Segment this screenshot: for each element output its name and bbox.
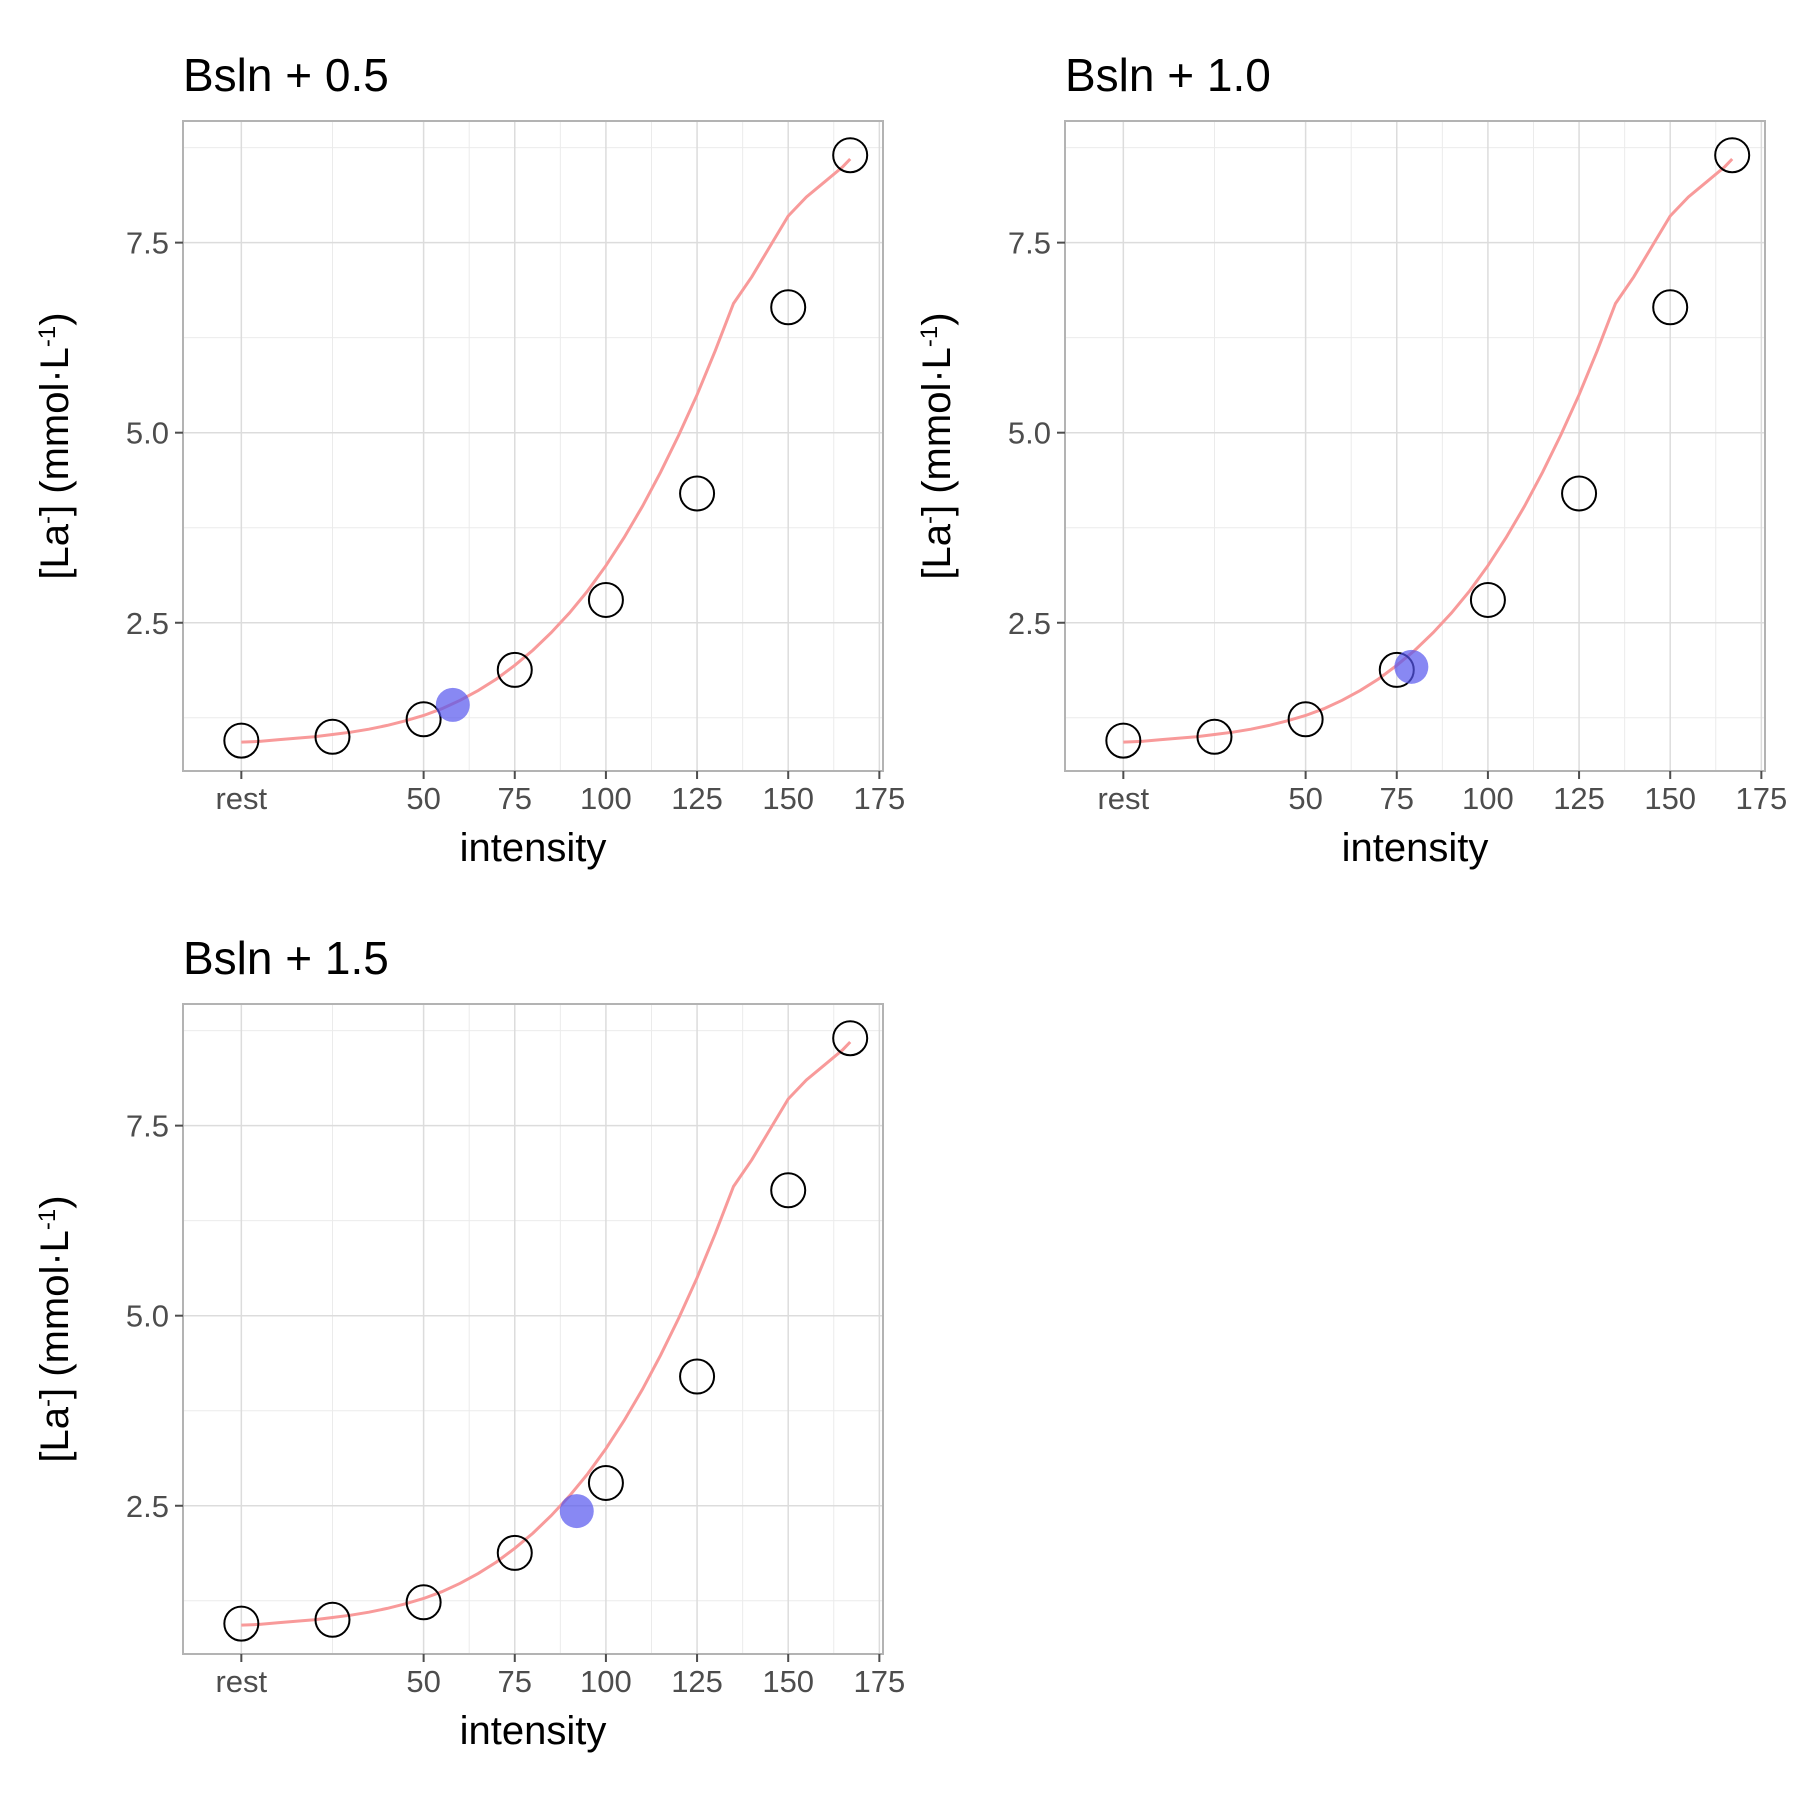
data-point — [405, 701, 442, 738]
fit-curve — [241, 157, 852, 744]
data-point — [1287, 701, 1324, 738]
y-tick-label: 2.5 — [126, 606, 169, 641]
y-tick-label: 2.5 — [126, 1489, 169, 1524]
threshold-point — [559, 1494, 594, 1529]
panel-title: Bsln + 0.5 — [183, 49, 389, 101]
x-tick-label: 125 — [671, 1664, 723, 1699]
y-axis-title: [La-] (mmol·L-1) — [33, 312, 77, 579]
data-point — [1561, 475, 1598, 512]
data-point — [770, 1172, 807, 1209]
y-tick-label: 2.5 — [1008, 606, 1051, 641]
y-axis-title-superscript: - — [916, 516, 943, 524]
threshold-point — [1394, 649, 1429, 684]
data-point — [1105, 722, 1142, 759]
x-axis-title: intensity — [1342, 826, 1489, 870]
x-tick-label: 175 — [1735, 781, 1787, 816]
data-point — [587, 581, 624, 618]
x-tick-label: 50 — [1288, 781, 1322, 816]
panel-title: Bsln + 1.5 — [183, 932, 389, 984]
y-axis-title-part: ) — [915, 312, 959, 325]
y-axis-title: [La-] (mmol·L-1) — [33, 1195, 77, 1462]
y-axis-title-part: [La — [33, 1406, 77, 1462]
data-point — [496, 651, 533, 688]
x-tick-label: rest — [215, 781, 267, 816]
chart-panel: rest 50 75 100 125 150 175 2.5 5.0 7.5 Bsln + 1.0 i… — [915, 49, 1787, 870]
data-point — [223, 722, 260, 759]
plot-border — [182, 1003, 884, 1655]
x-tick-label: 125 — [1553, 781, 1605, 816]
x-tick-label: rest — [215, 1664, 267, 1699]
x-tick-label: 150 — [762, 781, 814, 816]
y-axis-title-superscript: - — [34, 1399, 61, 1407]
data-point — [832, 137, 869, 174]
y-axis-title-part: ] (mmol·L — [915, 347, 959, 516]
plot-border — [1064, 120, 1766, 772]
x-tick-label: 75 — [498, 1664, 532, 1699]
y-tick-label: 7.5 — [126, 226, 169, 261]
plot-background — [183, 121, 883, 771]
plot-border — [182, 120, 884, 772]
y-axis-title-part: ] (mmol·L — [33, 347, 77, 516]
data-point — [1469, 581, 1506, 618]
chart-panel: rest 50 75 100 125 150 175 2.5 5.0 7.5 Bsln + 0.5 i… — [33, 49, 905, 870]
x-tick-label: 175 — [853, 781, 905, 816]
data-point — [223, 1605, 260, 1642]
plot-background — [183, 1004, 883, 1654]
y-axis-title-superscript: -1 — [34, 1209, 61, 1230]
data-point — [1196, 718, 1233, 755]
x-tick-label: 150 — [1644, 781, 1696, 816]
y-axis-title-superscript: -1 — [34, 326, 61, 347]
x-tick-label: 100 — [1462, 781, 1514, 816]
data-point — [405, 1584, 442, 1621]
chart-panel: rest 50 75 100 125 150 175 2.5 5.0 7.5 Bsln + 1.5 i… — [33, 932, 905, 1753]
y-tick-label: 7.5 — [1008, 226, 1051, 261]
data-point — [496, 1534, 533, 1571]
y-axis-title-part: [La — [915, 523, 959, 579]
y-tick-label: 5.0 — [126, 416, 169, 451]
data-point — [679, 1358, 716, 1395]
fit-curve — [1123, 157, 1734, 744]
y-axis-title-superscript: -1 — [916, 326, 943, 347]
x-tick-label: 50 — [406, 1664, 440, 1699]
x-tick-label: rest — [1097, 781, 1149, 816]
threshold-point — [435, 687, 470, 722]
x-tick-label: 150 — [762, 1664, 814, 1699]
data-point — [1714, 137, 1751, 174]
fit-curve — [241, 1040, 852, 1627]
data-point — [1652, 289, 1689, 326]
x-tick-label: 75 — [1380, 781, 1414, 816]
y-axis-title-part: ] (mmol·L — [33, 1230, 77, 1399]
x-tick-label: 50 — [406, 781, 440, 816]
y-axis-title-superscript: - — [34, 516, 61, 524]
x-axis-title: intensity — [460, 826, 607, 870]
data-point — [679, 475, 716, 512]
y-axis-title-part: ) — [33, 312, 77, 325]
x-tick-label: 175 — [853, 1664, 905, 1699]
y-axis-title-part: [La — [33, 523, 77, 579]
y-tick-label: 7.5 — [126, 1109, 169, 1144]
x-axis-title: intensity — [460, 1709, 607, 1753]
data-point — [832, 1020, 869, 1057]
x-tick-label: 100 — [580, 1664, 632, 1699]
data-point — [314, 1601, 351, 1638]
data-point — [770, 289, 807, 326]
y-tick-label: 5.0 — [126, 1299, 169, 1334]
x-tick-label: 125 — [671, 781, 723, 816]
data-point — [587, 1464, 624, 1501]
y-axis-title: [La-] (mmol·L-1) — [915, 312, 959, 579]
data-point — [314, 718, 351, 755]
x-tick-label: 75 — [498, 781, 532, 816]
y-axis-title-part: ) — [33, 1195, 77, 1208]
panel-title: Bsln + 1.0 — [1065, 49, 1271, 101]
y-tick-label: 5.0 — [1008, 416, 1051, 451]
x-tick-label: 100 — [580, 781, 632, 816]
